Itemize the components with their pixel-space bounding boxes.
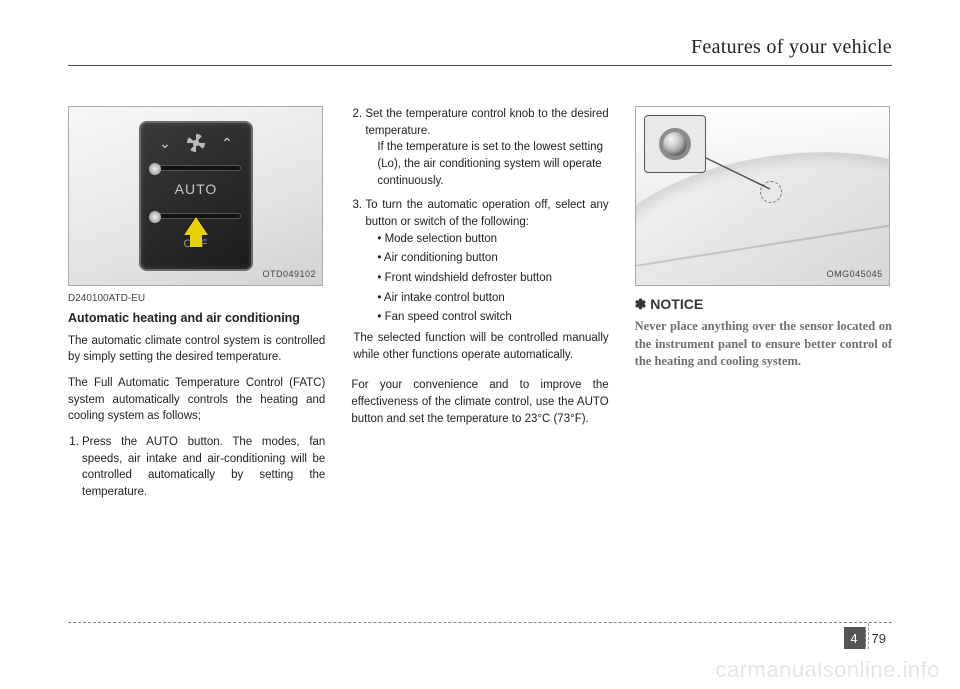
notice-heading: ✽ NOTICE [635,294,892,314]
chevron-up-icon: ⌃ [221,133,233,153]
section-number: 4 [844,627,866,649]
arrow-up-icon [184,217,208,235]
steps-list-1: Press the AUTO button. The modes, fan sp… [68,434,325,501]
page-number: 4 79 [844,627,892,649]
figure-sensor: OMG045045 [635,106,890,286]
fan-speed-row: ⌄ ⌃ [141,129,251,157]
content-columns: ⌄ ⌃ AUTO OFF OTD049102 D240100ATD-EU Aut… [68,106,892,509]
bullet-item: Mode selection button [377,231,608,248]
notice-title: NOTICE [650,296,703,312]
slider-nub [149,211,161,223]
figure-ref: OTD049102 [262,268,316,281]
notice-body: Never place anything over the sensor loc… [635,318,892,371]
header-rule [68,65,892,66]
step-1: Press the AUTO button. The modes, fan sp… [82,434,325,501]
step-3-after: The selected function will be controlled… [353,330,608,363]
car-illustration [636,107,889,285]
page-num: 79 [866,631,892,646]
body-text: For your convenience and to improve the … [351,377,608,427]
step-2-text: Set the temperature control knob to the … [365,108,608,137]
section-heading: Automatic heating and air conditioning [68,310,325,326]
bullet-item: Air conditioning button [377,250,608,267]
body-text: The Full Automatic Temperature Control (… [68,375,325,425]
step-3-text: To turn the automatic operation off, sel… [365,199,608,228]
section-code: D240100ATD-EU [68,292,325,307]
slider-track-1 [151,165,241,171]
footer-rule [68,622,892,623]
column-3: OMG045045 ✽ NOTICE Never place anything … [635,106,892,509]
callout-line [696,149,774,191]
bullet-item: Fan speed control switch [377,309,608,326]
header-title: Features of your vehicle [691,36,892,58]
step-3-bullets: Mode selection button Air conditioning b… [365,231,608,326]
slider-nub [149,163,161,175]
notice-mark-icon: ✽ [635,296,651,312]
figure-auto-button: ⌄ ⌃ AUTO OFF OTD049102 [68,106,323,286]
fan-icon [187,134,205,152]
page-header: Features of your vehicle [68,36,892,80]
manual-page: Features of your vehicle ⌄ ⌃ AUTO OFF [0,0,960,689]
step-2: Set the temperature control knob to the … [365,106,608,189]
column-2: Set the temperature control knob to the … [351,106,608,509]
figure-ref: OMG045045 [827,268,883,281]
chevron-down-icon: ⌄ [159,133,171,153]
bullet-item: Front windshield defroster button [377,270,608,287]
step-2-sub-text: If the temperature is set to the lowest … [377,139,608,189]
climate-panel-illustration: ⌄ ⌃ AUTO OFF [139,121,253,271]
body-text: The automatic climate control system is … [68,333,325,366]
watermark: carmanualsonline.info [715,657,940,683]
column-1: ⌄ ⌃ AUTO OFF OTD049102 D240100ATD-EU Aut… [68,106,325,509]
steps-list-2: Set the temperature control knob to the … [351,106,608,363]
bullet-item: Air intake control button [377,290,608,307]
step-3: To turn the automatic operation off, sel… [365,197,608,363]
sensor-lens-icon [659,128,691,160]
step-2-sub: If the temperature is set to the lowest … [365,139,608,189]
callout-box [644,115,706,173]
auto-label: AUTO [141,179,251,199]
